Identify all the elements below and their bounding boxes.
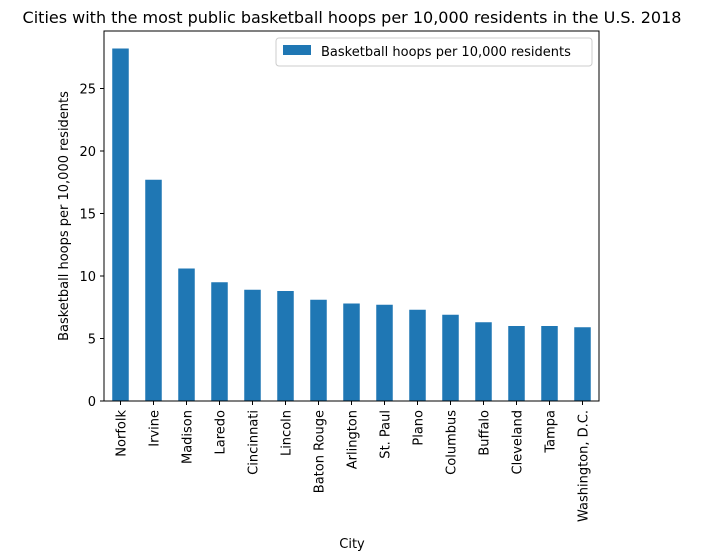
bar-plano xyxy=(409,309,426,401)
y-tick-label: 20 xyxy=(79,145,96,160)
bar-irvine xyxy=(145,179,162,401)
y-tick-label: 0 xyxy=(88,395,96,410)
bar-columbus xyxy=(442,314,459,401)
x-tick-label: Madison xyxy=(181,410,196,464)
legend: Basketball hoops per 10,000 residents xyxy=(275,37,593,67)
y-axis-ticks: 0 5 10 15 20 25 xyxy=(79,83,104,410)
y-tick-label: 25 xyxy=(79,83,96,98)
bar-st-paul xyxy=(376,304,393,401)
bar-madison xyxy=(178,268,195,401)
x-tick-label: Arlington xyxy=(346,410,361,469)
y-tick-label: 10 xyxy=(79,270,96,285)
x-tick-label: Plano xyxy=(412,410,427,446)
y-axis-label: Basketball hoops per 10,000 residents xyxy=(57,91,72,341)
x-tick-label: Cleveland xyxy=(511,410,526,474)
x-tick-label: Columbus xyxy=(445,410,460,475)
x-axis-ticks: Norfolk Irvine Madison Laredo Cincinnati Linc… xyxy=(115,401,592,522)
x-axis-label: City xyxy=(339,537,365,552)
bar-baton-rouge xyxy=(310,299,327,401)
bar-cincinnati xyxy=(244,289,261,401)
y-tick-label: 5 xyxy=(88,333,96,348)
x-tick-label: Cincinnati xyxy=(247,410,262,475)
x-tick-label: Washington, D.C. xyxy=(577,410,592,522)
x-tick-label: Tampa xyxy=(544,410,559,454)
bar-washington-d-c xyxy=(574,327,591,401)
x-tick-label: Norfolk xyxy=(115,410,130,457)
legend-swatch xyxy=(283,45,311,55)
x-tick-label: Baton Rouge xyxy=(313,410,328,493)
legend-box xyxy=(275,37,593,67)
legend-label: Basketball hoops per 10,000 residents xyxy=(321,45,571,60)
x-tick-label: Irvine xyxy=(148,410,163,447)
bar-norfolk xyxy=(112,48,129,401)
bar-tampa xyxy=(541,326,558,401)
bar-laredo xyxy=(211,282,228,401)
x-tick-label: Buffalo xyxy=(478,410,493,456)
bar-cleveland xyxy=(508,326,525,401)
bar-buffalo xyxy=(475,322,492,401)
bars-group xyxy=(112,48,591,401)
x-tick-label: Lincoln xyxy=(280,410,295,456)
chart-title: Cities with the most public basketball h… xyxy=(23,8,682,27)
y-tick-label: 15 xyxy=(79,208,96,223)
x-tick-label: St. Paul xyxy=(379,410,394,459)
plot-frame xyxy=(103,30,600,402)
bar-lincoln xyxy=(277,291,294,401)
x-tick-label: Laredo xyxy=(214,410,229,455)
bar-arlington xyxy=(343,303,360,401)
